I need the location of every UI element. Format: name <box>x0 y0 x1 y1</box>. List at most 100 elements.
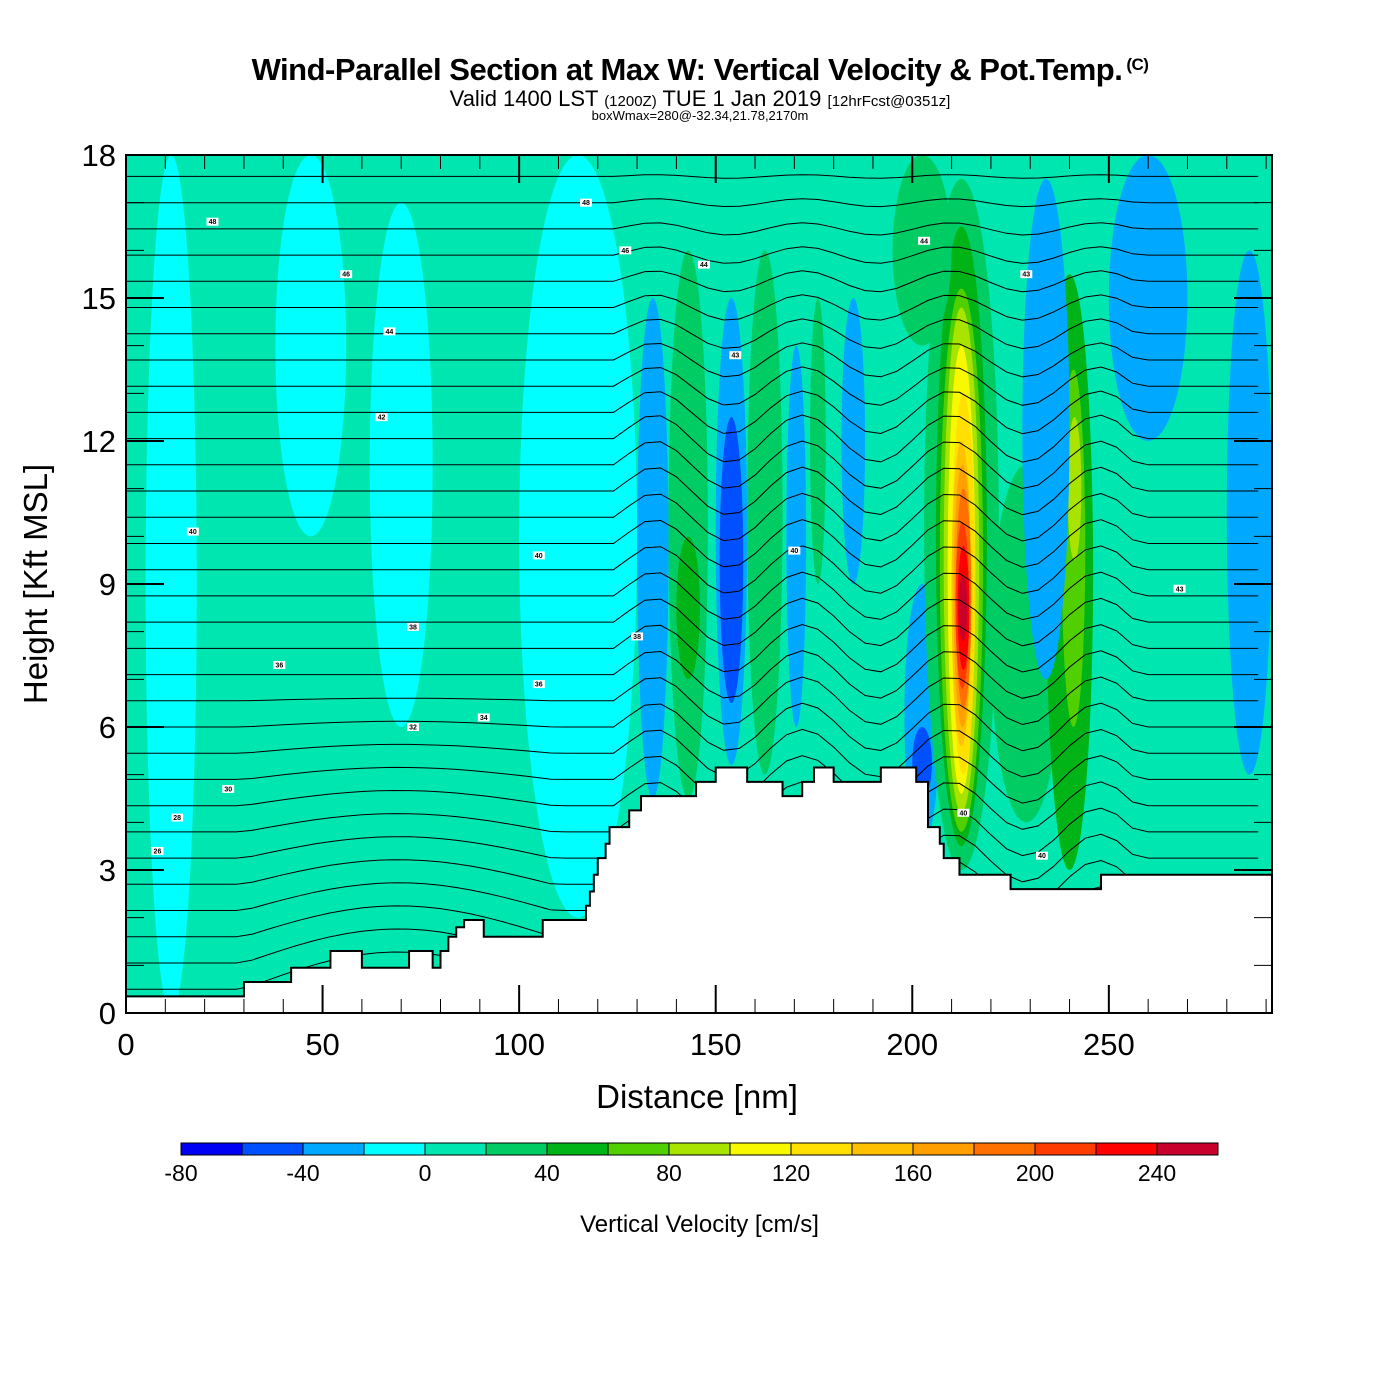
contour-label-text: 40 <box>959 810 967 817</box>
contour-label-bg <box>186 527 199 536</box>
theta-contour-line <box>126 466 1259 516</box>
contour-label: 36 <box>532 680 545 689</box>
w-feature <box>1108 155 1188 441</box>
theta-contour-line <box>126 676 1259 726</box>
x-tick-label: 100 <box>493 1027 545 1062</box>
contour-label-bg <box>222 784 235 793</box>
w-feature <box>810 298 826 584</box>
contour-label-bg <box>532 680 545 689</box>
w-feature <box>719 417 744 704</box>
colorbar-swatch <box>363 1142 426 1156</box>
contour-label-text: 40 <box>790 548 798 555</box>
contour-label-text: 44 <box>386 329 394 336</box>
contour-label: 28 <box>171 813 184 822</box>
w-feature <box>668 250 708 799</box>
theta-contour-line <box>126 440 1259 490</box>
forecast-info: [12hrFcst@0351z] <box>827 93 951 110</box>
x-tick-label: 50 <box>305 1027 339 1062</box>
contour-label-text: 44 <box>700 262 708 269</box>
contour-label-text: 38 <box>633 634 641 641</box>
colorbar-swatch <box>1095 1142 1158 1156</box>
colorbar-swatch <box>241 1142 304 1156</box>
theta-contour-line <box>126 390 1259 435</box>
colorbar-swatch <box>607 1142 670 1156</box>
contour-label-bg <box>729 351 742 360</box>
contour-label-bg <box>1173 584 1186 593</box>
theta-contour-line <box>126 174 1259 179</box>
contour-label-text: 43 <box>1022 272 1030 279</box>
colorbar-tick-label: 240 <box>1138 1160 1176 1186</box>
theta-contour-line <box>126 571 1259 621</box>
w-feature <box>1022 178 1070 680</box>
colorbar-swatch <box>668 1142 731 1156</box>
theta-contour-line <box>126 623 1259 673</box>
colorbar-swatch <box>485 1142 548 1156</box>
contour-label-text: 28 <box>173 815 181 822</box>
contour-label: 46 <box>340 270 353 279</box>
y-tick-label: 6 <box>99 710 116 745</box>
contour-label: 40 <box>1036 851 1049 860</box>
contour-label: 40 <box>788 546 801 555</box>
y-tick-label: 18 <box>82 138 116 173</box>
valid-utc: (1200Z) <box>604 93 657 110</box>
w-feature <box>204 750 362 990</box>
theta-contour-line <box>126 198 1259 208</box>
theta-contour-line <box>126 342 1259 378</box>
x-tick-label: 250 <box>1083 1027 1135 1062</box>
contour-label: 44 <box>918 236 931 245</box>
colorbar-title: Vertical Velocity [cm/s] <box>580 1211 819 1238</box>
w-feature <box>892 155 952 346</box>
w-feature <box>676 536 700 680</box>
contour-label-text: 48 <box>209 219 217 226</box>
contour-label-text: 43 <box>731 353 739 360</box>
contour-label-bg <box>151 846 164 855</box>
contour-label-text: 48 <box>582 200 590 207</box>
contour-label: 30 <box>222 784 235 793</box>
contour-label: 32 <box>406 723 419 732</box>
contour-label: 34 <box>477 713 490 722</box>
w-feature <box>841 298 866 584</box>
contour-label: 44 <box>383 327 396 336</box>
contour-label: 43 <box>1173 584 1186 593</box>
contour-label-bg <box>631 632 644 641</box>
chart-subtitle: Valid 1400 LST (1200Z) TUE 1 Jan 2019 [1… <box>0 86 1400 112</box>
colorbar-swatch <box>546 1142 609 1156</box>
contour-label-bg <box>788 546 801 555</box>
w-feature <box>145 155 197 1013</box>
terrain-profile <box>126 766 1272 1013</box>
contour-label-bg <box>532 551 545 560</box>
w-feature <box>1067 417 1082 561</box>
contour-label-bg <box>340 270 353 279</box>
theta-contour-line <box>126 545 1259 594</box>
colorbar-tick-label: 160 <box>894 1160 932 1186</box>
contour-label-bg <box>1036 851 1049 860</box>
terrain <box>126 766 1272 1013</box>
x-axis-title: Distance [nm] <box>596 1078 798 1115</box>
box-info: boxWmax=280@-32.34,21.78,2170m <box>591 108 809 123</box>
contour-label: 36 <box>273 661 286 670</box>
w-feature <box>275 155 347 537</box>
contour-label: 43 <box>729 351 742 360</box>
y-tick-label: 12 <box>82 424 116 459</box>
colorbar-swatch <box>424 1142 487 1156</box>
colorbar-tick-label: 0 <box>419 1160 432 1186</box>
contour-label-text: 34 <box>480 715 488 722</box>
contour-label-text: 44 <box>920 238 928 245</box>
contour-label-text: 40 <box>1038 853 1046 860</box>
contour-label: 40 <box>532 551 545 560</box>
contour-label: 38 <box>406 622 419 631</box>
y-tick-label: 3 <box>99 853 116 888</box>
theta-contour-line <box>126 414 1259 463</box>
contour-label-bg <box>619 246 632 255</box>
colorbar-swatch <box>851 1142 914 1156</box>
theta-contour-line <box>126 702 1259 752</box>
contour-label: 46 <box>619 246 632 255</box>
contour-label-bg <box>406 723 419 731</box>
colorbar-tick-label: 200 <box>1016 1160 1054 1186</box>
contour-label-text: 46 <box>342 272 350 279</box>
contour-label-text: 30 <box>224 786 232 793</box>
colorbar-swatch <box>302 1142 365 1156</box>
w-feature <box>1226 250 1272 775</box>
